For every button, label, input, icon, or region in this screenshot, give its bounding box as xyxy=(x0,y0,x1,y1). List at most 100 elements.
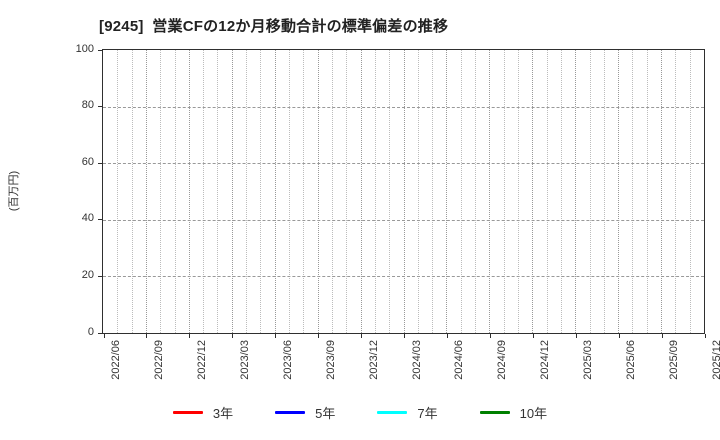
x-tick-mark xyxy=(575,333,577,338)
gridline-vertical-minor xyxy=(260,50,262,333)
legend-label: 7年 xyxy=(417,406,438,421)
gridline-horizontal xyxy=(103,163,704,165)
gridline-horizontal xyxy=(103,219,704,221)
x-tick-mark xyxy=(318,333,320,338)
x-tick-mark xyxy=(404,333,405,338)
y-tick-label: 100 xyxy=(75,42,94,55)
gridline-vertical-minor xyxy=(174,50,176,333)
y-tick-mark xyxy=(98,332,102,334)
x-tick-label: 2023/03 xyxy=(238,340,251,380)
gridline-vertical-minor xyxy=(160,50,162,333)
y-tick-label: 20 xyxy=(81,268,94,281)
gridline-vertical-major xyxy=(532,50,534,333)
gridline-vertical-minor xyxy=(675,50,677,333)
gridline-vertical-minor xyxy=(603,50,605,333)
gridline-vertical-minor xyxy=(689,50,691,333)
gridline-vertical-minor xyxy=(217,50,219,333)
x-tick-label: 2023/12 xyxy=(367,340,380,380)
x-tick-label: 2023/06 xyxy=(281,340,294,380)
y-tick-mark xyxy=(98,162,102,164)
gridline-vertical-major xyxy=(145,50,147,333)
x-tick-label: 2025/03 xyxy=(582,340,595,380)
legend: 3年 5年 7年 10年 xyxy=(0,403,720,422)
x-tick-mark xyxy=(275,333,277,338)
y-tick-mark xyxy=(98,49,102,51)
gridline-vertical-minor xyxy=(117,50,119,333)
x-tick-mark xyxy=(704,333,706,338)
gridline-vertical-minor xyxy=(303,50,305,333)
legend-label: 5年 xyxy=(315,406,336,421)
x-tick-mark xyxy=(446,333,448,338)
gridline-vertical-major xyxy=(575,50,577,333)
y-tick-label: 40 xyxy=(81,212,94,225)
gridline-vertical-minor xyxy=(632,50,634,333)
gridline-vertical-minor xyxy=(589,50,591,333)
x-tick-mark xyxy=(103,333,105,338)
x-tick-label: 2022/06 xyxy=(110,340,122,380)
x-tick-mark xyxy=(232,333,234,338)
legend-item: 5年 xyxy=(275,403,335,422)
x-tick-label: 2025/12 xyxy=(711,340,720,380)
y-tick-mark xyxy=(98,219,102,221)
gridline-vertical-minor xyxy=(417,50,419,333)
gridline-vertical-major xyxy=(231,50,233,333)
gridline-vertical-minor xyxy=(646,50,648,333)
gridline-horizontal xyxy=(103,276,704,278)
gridline-vertical-major xyxy=(403,50,405,333)
y-tick-label: 0 xyxy=(87,325,94,338)
gridline-vertical-minor xyxy=(389,50,391,333)
legend-line-swatch xyxy=(377,411,408,414)
x-tick-mark xyxy=(618,333,620,338)
x-tick-label: 2022/09 xyxy=(152,340,165,380)
gridline-vertical-minor xyxy=(346,50,348,333)
legend-item: 10年 xyxy=(479,403,548,422)
gridline-vertical-minor xyxy=(331,50,333,333)
x-tick-label: 2024/03 xyxy=(410,340,423,380)
gridline-vertical-major xyxy=(489,50,491,333)
legend-line-swatch xyxy=(275,411,306,414)
gridline-vertical-minor xyxy=(460,50,462,333)
legend-item: 7年 xyxy=(377,403,438,422)
y-tick-label: 60 xyxy=(81,155,94,168)
y-tick-mark xyxy=(98,275,102,277)
gridline-vertical-minor xyxy=(546,50,548,333)
gridline-vertical-major xyxy=(618,50,620,333)
gridline-vertical-major xyxy=(188,50,190,333)
gridline-vertical-minor xyxy=(289,50,291,333)
legend-line-swatch xyxy=(172,411,203,414)
legend-item: 3年 xyxy=(172,403,234,422)
x-tick-label: 2024/06 xyxy=(453,340,466,380)
legend-label: 10年 xyxy=(519,406,548,421)
gridline-vertical-major xyxy=(360,50,362,333)
series-lines xyxy=(103,50,704,333)
gridline-vertical-minor xyxy=(432,50,434,333)
chart-title: [9245] 営業CFの12か月移動合計の標準偏差の推移 xyxy=(99,18,449,35)
gridline-vertical-minor xyxy=(560,50,562,333)
x-tick-label: 2024/12 xyxy=(539,340,552,380)
gridline-vertical-major xyxy=(446,50,448,333)
x-tick-mark xyxy=(661,333,663,338)
x-tick-label: 2025/09 xyxy=(668,340,681,380)
gridline-vertical-minor xyxy=(503,50,505,333)
x-tick-label: 2024/09 xyxy=(496,340,509,380)
gridline-vertical-major xyxy=(661,50,663,333)
gridline-vertical-major xyxy=(317,50,319,333)
x-tick-mark xyxy=(361,333,363,338)
x-tick-mark xyxy=(532,333,534,338)
x-tick-mark xyxy=(189,333,191,338)
gridline-vertical-major xyxy=(274,50,276,333)
y-tick-label: 80 xyxy=(81,99,94,112)
legend-line-swatch xyxy=(479,411,510,414)
gridline-vertical-minor xyxy=(517,50,519,333)
gridline-horizontal xyxy=(103,106,704,108)
x-tick-label: 2023/09 xyxy=(324,340,337,380)
plot-area xyxy=(102,49,705,334)
x-tick-mark xyxy=(489,333,491,338)
gridline-vertical-minor xyxy=(374,50,376,333)
gridline-vertical-minor xyxy=(246,50,248,333)
gridline-vertical-minor xyxy=(475,50,477,333)
gridline-vertical-minor xyxy=(131,50,133,333)
legend-label: 3年 xyxy=(212,406,234,421)
gridline-vertical-minor xyxy=(203,50,205,333)
